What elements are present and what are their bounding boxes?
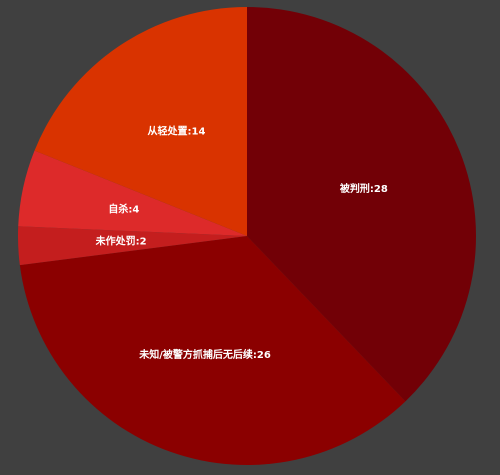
pie-slice-label-2: 未作处罚:2 xyxy=(95,234,147,247)
pie-slice-1 xyxy=(19,236,406,466)
pie-slice-2 xyxy=(18,226,248,266)
pie-slice-3 xyxy=(18,150,248,236)
pie-slice-4 xyxy=(34,7,248,236)
pie-slice-label-4: 从轻处置:14 xyxy=(148,125,206,138)
pie-slices xyxy=(18,7,476,466)
pie-slice-0 xyxy=(247,7,476,402)
pie-slice-label-0: 被判刑:28 xyxy=(340,182,388,195)
pie-slice-label-3: 自杀:4 xyxy=(108,202,139,215)
pie-labels: 被判刑:28 未知/被警方抓捕后无后续:26 未作处罚:2 自杀:4 从轻处置:14 xyxy=(95,125,388,361)
pie-slice-label-1: 未知/被警方抓捕后无后续:26 xyxy=(138,348,271,361)
